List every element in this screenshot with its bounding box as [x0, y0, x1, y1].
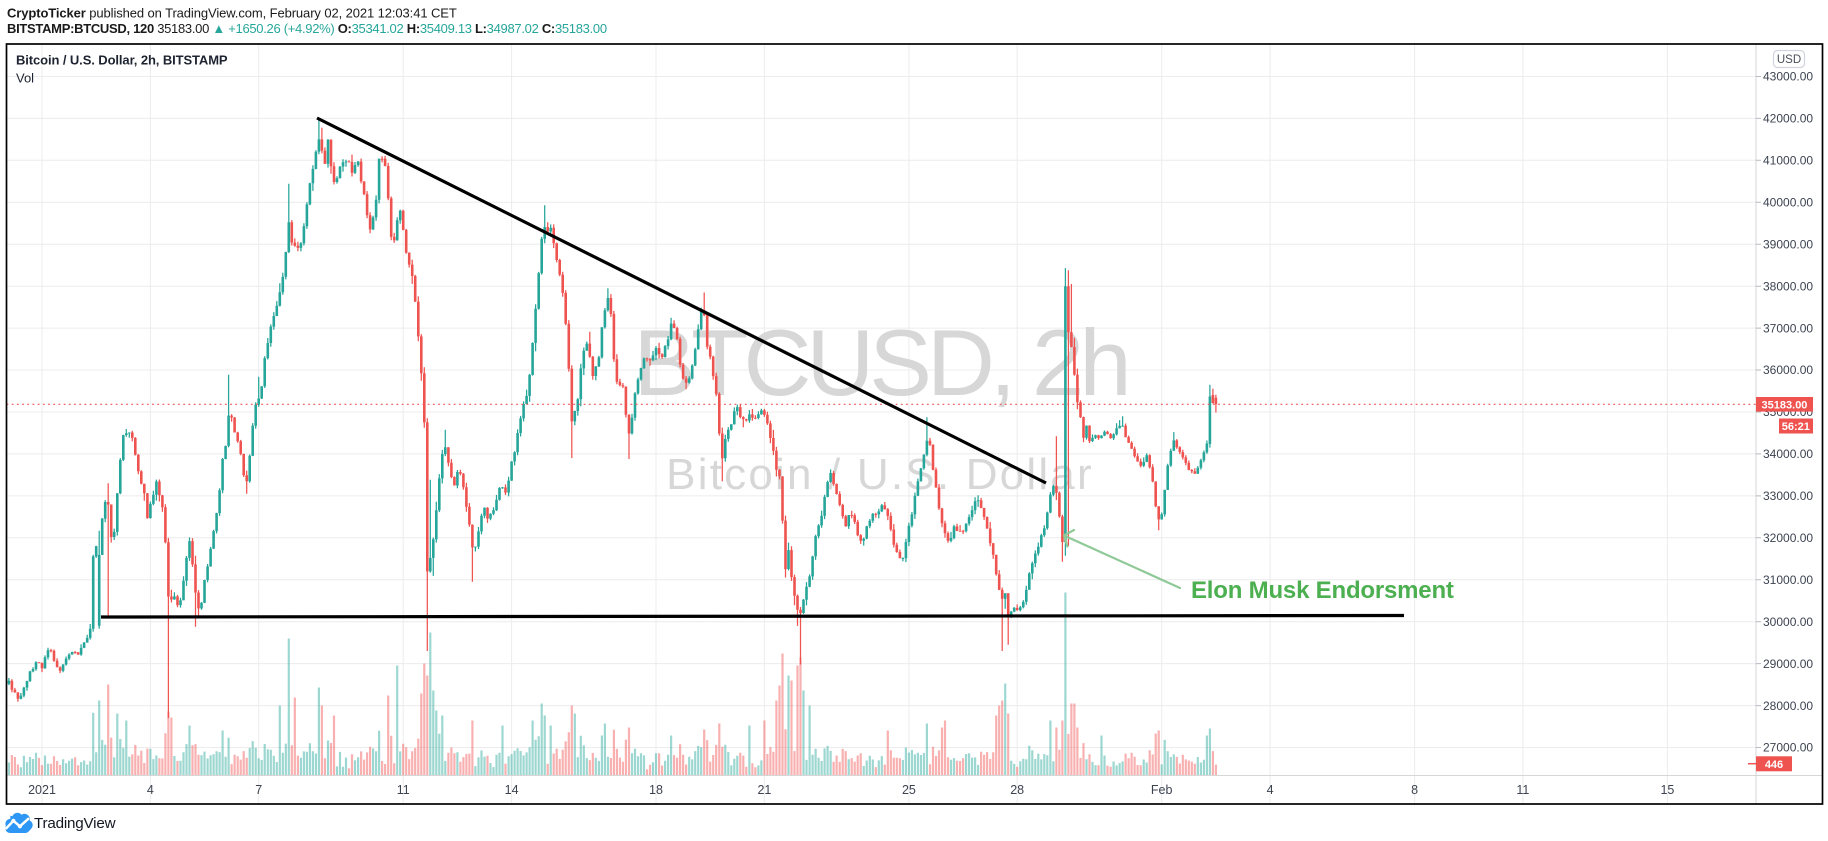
svg-text:8: 8 — [1411, 783, 1418, 797]
svg-text:31000.00: 31000.00 — [1763, 573, 1813, 587]
svg-text:446: 446 — [1765, 759, 1783, 771]
svg-text:18: 18 — [649, 783, 663, 797]
svg-text:USD: USD — [1777, 54, 1801, 66]
svg-text:43000.00: 43000.00 — [1763, 70, 1813, 84]
svg-text:36000.00: 36000.00 — [1763, 363, 1813, 377]
svg-text:14: 14 — [505, 783, 519, 797]
svg-text:33000.00: 33000.00 — [1763, 489, 1813, 503]
svg-text:37000.00: 37000.00 — [1763, 321, 1813, 335]
svg-text:56:21: 56:21 — [1782, 421, 1810, 433]
svg-text:28000.00: 28000.00 — [1763, 699, 1813, 713]
svg-text:25: 25 — [902, 783, 916, 797]
svg-text:Bitcoin / U.S. Dollar: Bitcoin / U.S. Dollar — [666, 450, 1094, 499]
svg-text:32000.00: 32000.00 — [1763, 531, 1813, 545]
svg-text:21: 21 — [757, 783, 771, 797]
svg-text:BTCUSD, 2h: BTCUSD, 2h — [633, 310, 1126, 415]
svg-text:Vol: Vol — [16, 71, 34, 86]
svg-text:38000.00: 38000.00 — [1763, 279, 1813, 293]
svg-text:2021: 2021 — [28, 783, 56, 797]
svg-text:29000.00: 29000.00 — [1763, 657, 1813, 671]
svg-text:30000.00: 30000.00 — [1763, 615, 1813, 629]
svg-text:Bitcoin / U.S. Dollar, 2h, BIT: Bitcoin / U.S. Dollar, 2h, BITSTAMP — [16, 53, 228, 68]
svg-text:42000.00: 42000.00 — [1763, 112, 1813, 126]
svg-text:BITSTAMP:BTCUSD, 120 35183.00: BITSTAMP:BTCUSD, 120 35183.00 ▲ +1650.26… — [7, 21, 607, 36]
svg-text:27000.00: 27000.00 — [1763, 741, 1813, 755]
svg-text:11: 11 — [397, 783, 410, 797]
svg-text:35183.00: 35183.00 — [1762, 399, 1808, 411]
svg-text:39000.00: 39000.00 — [1763, 237, 1813, 251]
svg-text:Feb: Feb — [1151, 783, 1173, 797]
svg-text:CryptoTicker published on Trad: CryptoTicker published on TradingView.co… — [7, 6, 457, 21]
svg-text:7: 7 — [255, 783, 262, 797]
svg-text:34000.00: 34000.00 — [1763, 447, 1813, 461]
svg-text:4: 4 — [1267, 783, 1274, 797]
svg-text:40000.00: 40000.00 — [1763, 196, 1813, 210]
svg-text:TradingView: TradingView — [34, 815, 116, 832]
svg-text:28: 28 — [1010, 783, 1024, 797]
svg-text:11: 11 — [1516, 783, 1529, 797]
svg-text:41000.00: 41000.00 — [1763, 154, 1813, 168]
svg-text:15: 15 — [1660, 783, 1674, 797]
svg-text:4: 4 — [147, 783, 154, 797]
svg-text:Elon Musk Endorsment: Elon Musk Endorsment — [1191, 577, 1454, 604]
